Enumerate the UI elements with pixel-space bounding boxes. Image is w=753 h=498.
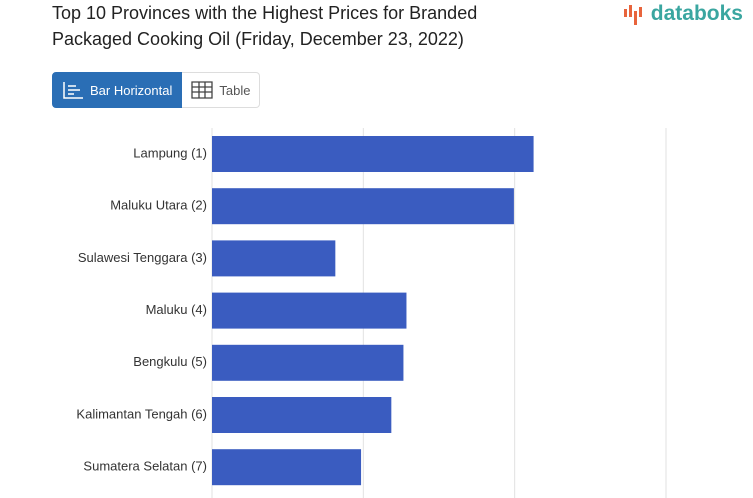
- y-tick-label: Maluku Utara (2): [110, 198, 207, 213]
- view-toggle: Bar Horizontal Table: [52, 72, 261, 108]
- y-tick-label: Lampung (1): [133, 145, 207, 160]
- y-tick-label: Sulawesi Tenggara (3): [78, 250, 207, 265]
- bar-button[interactable]: Bar Horizontal: [52, 72, 183, 108]
- chart-title: Top 10 Provinces with the Highest Prices…: [52, 3, 478, 49]
- bar: [212, 397, 392, 433]
- brand-logo[interactable]: databoks: [623, 2, 743, 26]
- table-button[interactable]: Table: [182, 72, 261, 108]
- bar-icon: [63, 82, 83, 99]
- table-icon: [191, 81, 214, 99]
- bar: [212, 136, 534, 172]
- button-label: Bar Horizontal: [90, 82, 173, 98]
- bar: [212, 240, 336, 277]
- bar: [212, 344, 404, 381]
- y-tick-label: Kalimantan Tengah (6): [76, 406, 207, 421]
- button-label: Table: [219, 82, 251, 98]
- bar: [212, 188, 514, 225]
- y-tick-label: Maluku (4): [146, 302, 207, 317]
- logo-icon: [623, 5, 642, 25]
- bar: [212, 449, 362, 486]
- y-tick-label: Bengkulu (5): [133, 354, 207, 369]
- y-tick-label: Sumatera Selatan (7): [83, 459, 207, 474]
- bar: [212, 292, 407, 329]
- brand-name: databoks: [650, 2, 743, 25]
